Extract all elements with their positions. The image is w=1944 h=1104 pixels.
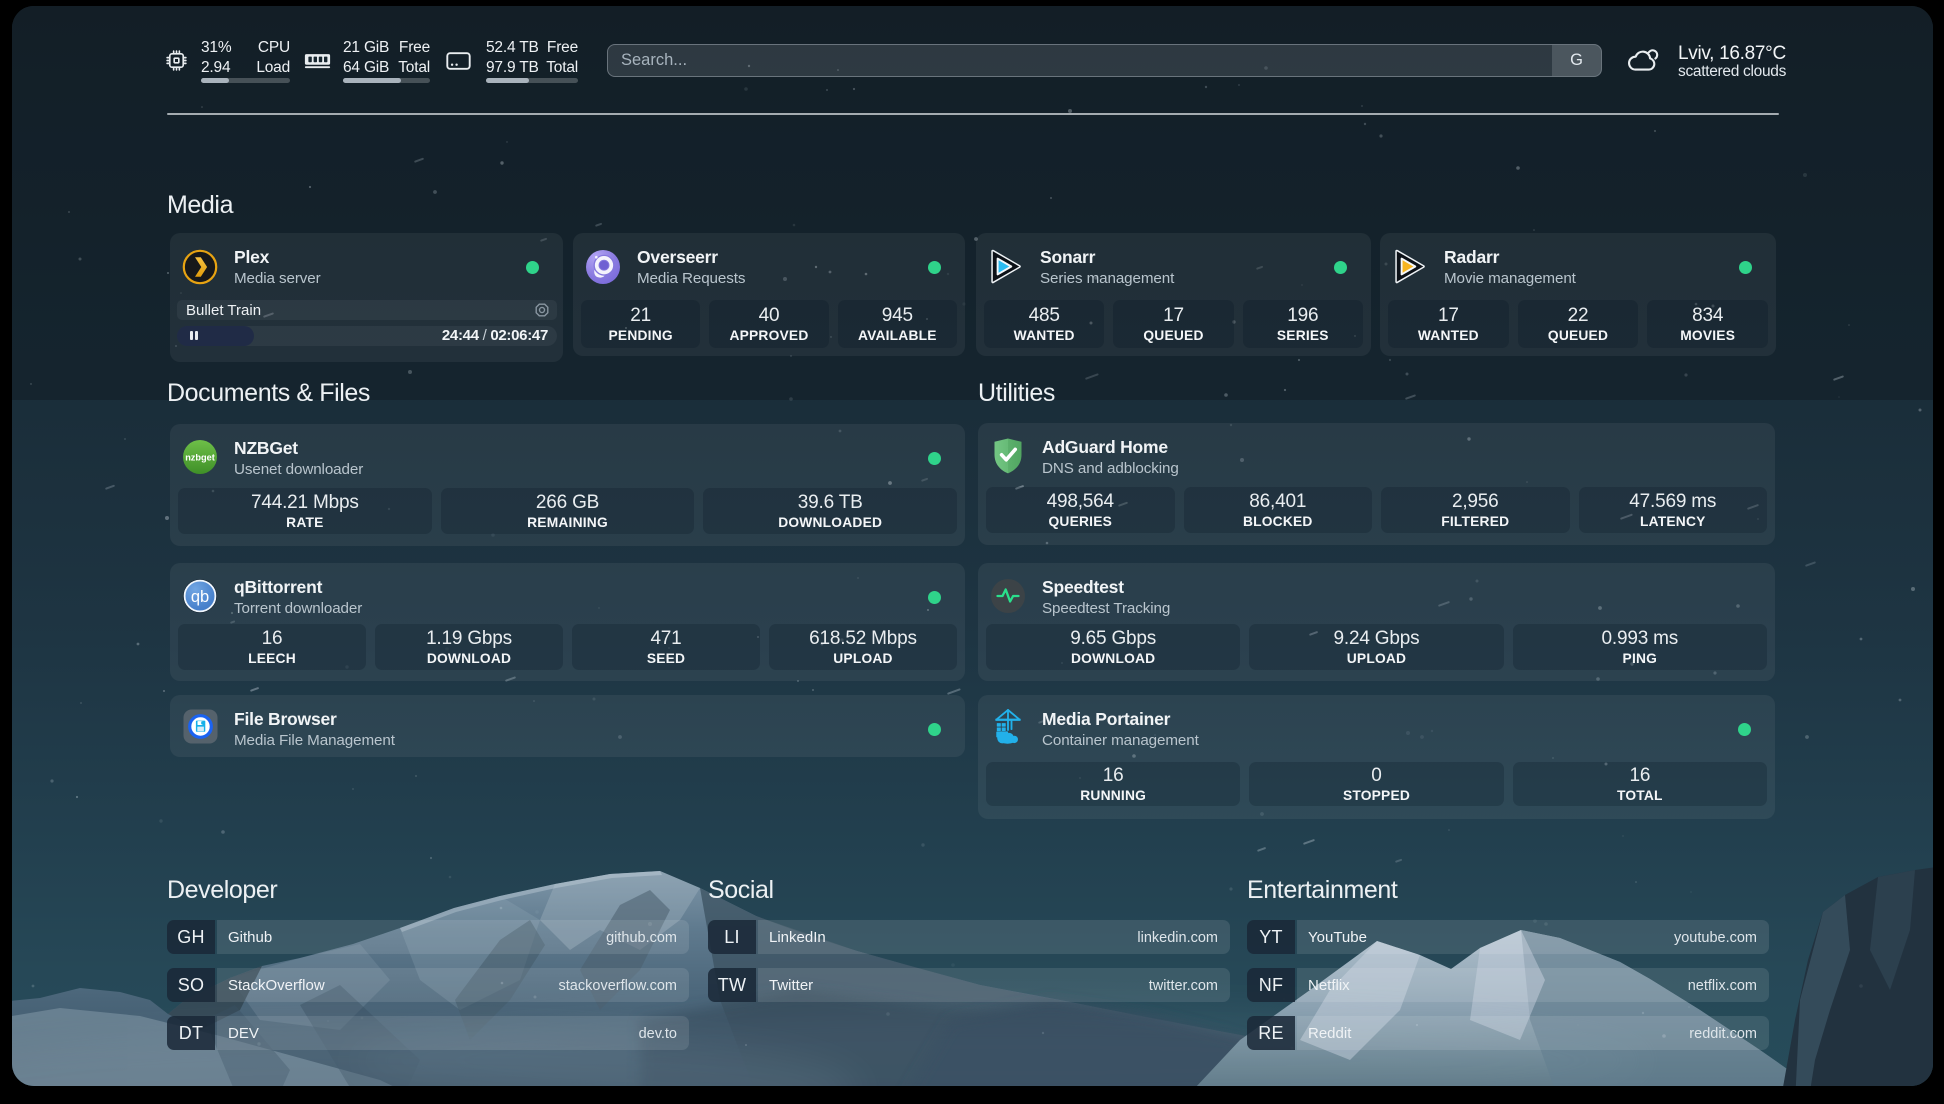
svg-text:qb: qb [191, 588, 209, 606]
svg-text:nzbget: nzbget [185, 453, 215, 463]
